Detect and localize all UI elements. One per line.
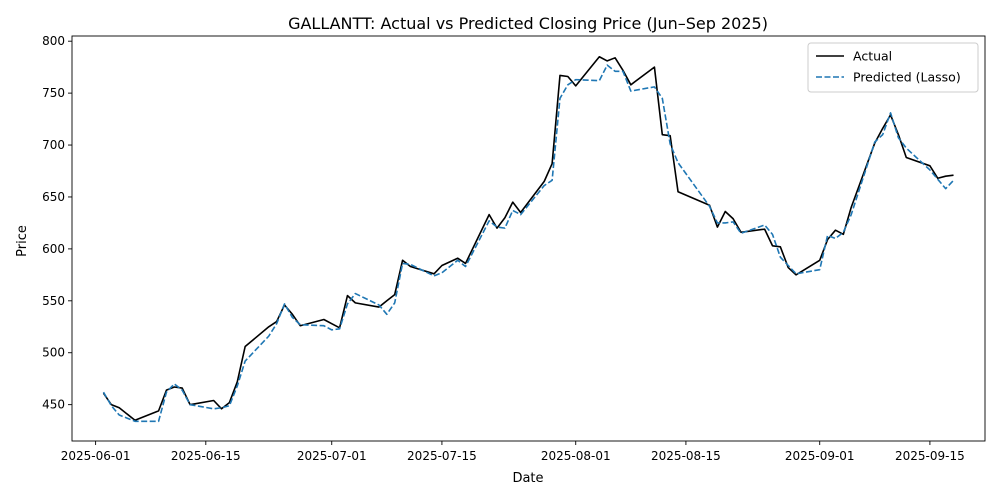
y-axis-label: Price bbox=[15, 225, 30, 257]
chart-title: GALLANTT: Actual vs Predicted Closing Pr… bbox=[288, 14, 768, 33]
legend-label-actual: Actual bbox=[853, 49, 892, 64]
y-tick-label: 750 bbox=[42, 86, 65, 100]
series-line-predicted bbox=[102, 64, 955, 423]
y-tick-label: 650 bbox=[42, 190, 65, 204]
x-tick-label: 2025-09-15 bbox=[895, 449, 965, 463]
x-axis-label: Date bbox=[512, 471, 543, 486]
x-tick-label: 2025-06-15 bbox=[171, 449, 241, 463]
x-tick-label: 2025-07-01 bbox=[297, 449, 367, 463]
x-tick-label: 2025-07-15 bbox=[407, 449, 477, 463]
x-tick-label: 2025-09-01 bbox=[785, 449, 855, 463]
axes-layer: 2025-06-01 2025-06-15 2025-07-01 2025-07-15… bbox=[42, 34, 986, 463]
y-tick-label: 550 bbox=[42, 294, 65, 308]
legend: Actual Predicted (Lasso) bbox=[807, 42, 979, 93]
y-tick-label: 700 bbox=[42, 138, 65, 152]
y-tick-label: 800 bbox=[42, 34, 65, 48]
x-tick-label: 2025-08-15 bbox=[651, 449, 721, 463]
y-tick-label: 500 bbox=[42, 346, 65, 360]
x-tick-label: 2025-06-01 bbox=[61, 449, 131, 463]
x-tick-label: 2025-08-01 bbox=[541, 449, 611, 463]
plot-frame bbox=[71, 35, 986, 442]
legend-box bbox=[807, 42, 979, 93]
y-tick-label: 600 bbox=[42, 242, 65, 256]
y-tick-label: 450 bbox=[42, 398, 65, 412]
series-layer bbox=[102, 55, 955, 423]
legend-label-predicted: Predicted (Lasso) bbox=[853, 70, 961, 85]
